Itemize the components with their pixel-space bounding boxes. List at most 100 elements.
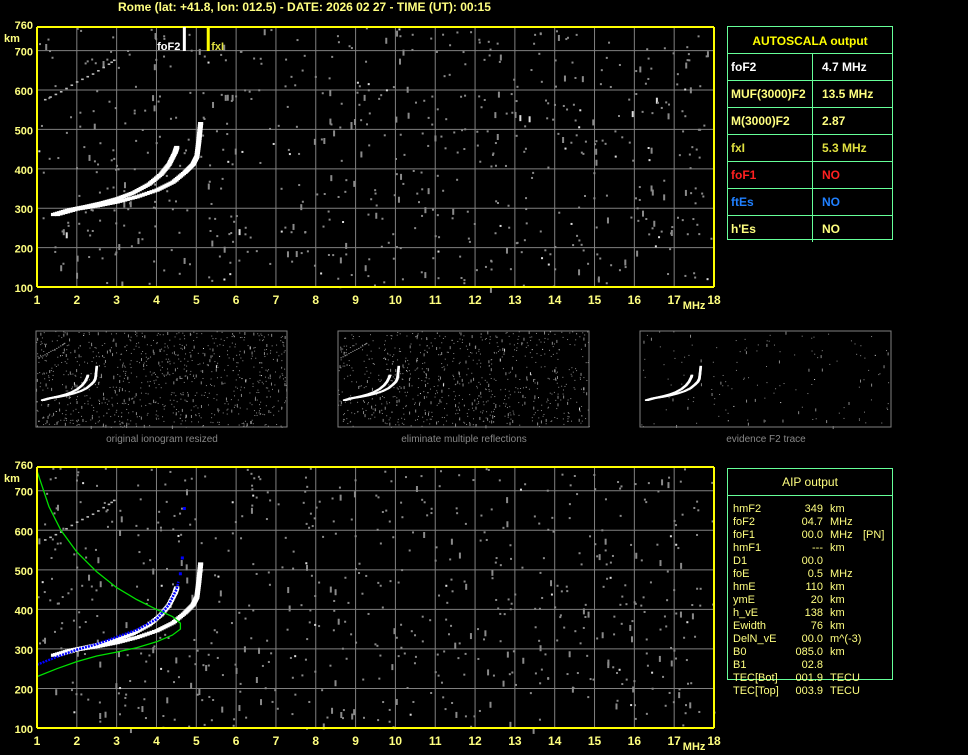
noise-echo [443, 366, 445, 368]
noise-echo [670, 384, 672, 386]
noise-echo [371, 387, 373, 391]
noise-echo [375, 404, 377, 406]
noise-echo [503, 353, 505, 355]
noise-echo [392, 356, 394, 358]
noise-echo [127, 419, 129, 421]
noise-echo [696, 500, 699, 503]
noise-echo [625, 603, 628, 606]
noise-echo [670, 660, 673, 667]
noise-echo [650, 147, 653, 154]
noise-echo [235, 386, 237, 388]
noise-echo [666, 599, 669, 602]
noise-echo [43, 373, 45, 375]
noise-echo [372, 408, 374, 410]
x-trace-point [194, 155, 200, 159]
aip-value: 00.0 [801, 633, 823, 645]
noise-echo [658, 236, 661, 239]
x-tick-label: 5 [193, 734, 200, 748]
aip-row-ewidth: Ewidth 76 km [733, 620, 893, 633]
noise-echo [663, 615, 666, 618]
noise-echo [285, 58, 288, 61]
noise-echo [641, 110, 644, 113]
noise-echo [479, 383, 481, 385]
noise-echo [246, 250, 249, 253]
noise-echo [183, 257, 186, 264]
noise-echo [416, 334, 418, 338]
noise-echo [653, 220, 656, 227]
noise-echo [459, 383, 461, 385]
noise-echo [469, 422, 471, 426]
noise-echo [437, 421, 439, 423]
noise-echo [235, 379, 237, 381]
noise-echo [567, 399, 569, 401]
noise-echo [154, 33, 157, 40]
noise-echo [727, 420, 729, 422]
noise-echo [571, 375, 573, 377]
noise-echo [218, 423, 220, 425]
noise-echo [321, 689, 324, 692]
noise-echo [63, 348, 65, 352]
noise-echo [157, 376, 159, 378]
noise-echo [605, 194, 608, 197]
noise-echo [208, 276, 211, 279]
noise-echo [117, 168, 120, 171]
noise-echo [378, 374, 380, 376]
noise-echo [464, 522, 467, 525]
noise-echo [124, 366, 126, 368]
noise-echo [688, 354, 690, 356]
noise-echo [421, 188, 424, 191]
noise-echo [301, 69, 304, 72]
noise-echo [517, 342, 519, 344]
noise-echo [881, 422, 883, 424]
noise-echo [566, 590, 569, 593]
noise-echo [585, 418, 587, 420]
noise-echo [153, 645, 156, 648]
noise-echo [156, 410, 158, 412]
x-tick-label: 12 [468, 734, 482, 748]
noise-echo [865, 422, 867, 424]
noise-echo [284, 85, 287, 88]
second-hop-point [112, 499, 116, 502]
noise-echo [674, 357, 676, 359]
noise-echo [205, 385, 207, 387]
noise-echo [252, 563, 255, 566]
noise-echo [239, 350, 241, 352]
noise-echo [242, 422, 244, 424]
noise-echo [331, 55, 334, 58]
noise-echo [397, 421, 399, 423]
x-trace-point [198, 562, 204, 566]
noise-echo [230, 622, 233, 625]
noise-echo [280, 425, 282, 427]
noise-echo [88, 379, 90, 381]
noise-echo [185, 353, 187, 355]
noise-echo [91, 404, 93, 406]
noise-echo [180, 560, 183, 567]
noise-echo [232, 240, 235, 243]
noise-echo [371, 414, 373, 416]
noise-echo [184, 347, 186, 349]
noise-echo [208, 180, 211, 183]
noise-echo [119, 509, 122, 512]
noise-echo [443, 408, 445, 410]
noise-echo [513, 344, 515, 346]
noise-echo [112, 353, 114, 357]
noise-echo [698, 233, 701, 236]
noise-echo [531, 417, 533, 419]
noise-echo [400, 173, 403, 180]
noise-echo [556, 584, 559, 587]
noise-echo [820, 355, 822, 359]
noise-echo [117, 66, 120, 69]
noise-echo [506, 332, 508, 334]
noise-echo [360, 119, 363, 122]
noise-echo [226, 337, 228, 339]
noise-echo [121, 402, 123, 404]
noise-echo [694, 202, 697, 205]
noise-echo [330, 175, 333, 182]
noise-echo [223, 246, 226, 253]
noise-echo [439, 347, 441, 349]
noise-echo [515, 374, 517, 378]
noise-echo [196, 693, 199, 696]
noise-echo [522, 284, 525, 287]
noise-echo [426, 345, 428, 347]
y-axis-label: km [4, 33, 20, 45]
